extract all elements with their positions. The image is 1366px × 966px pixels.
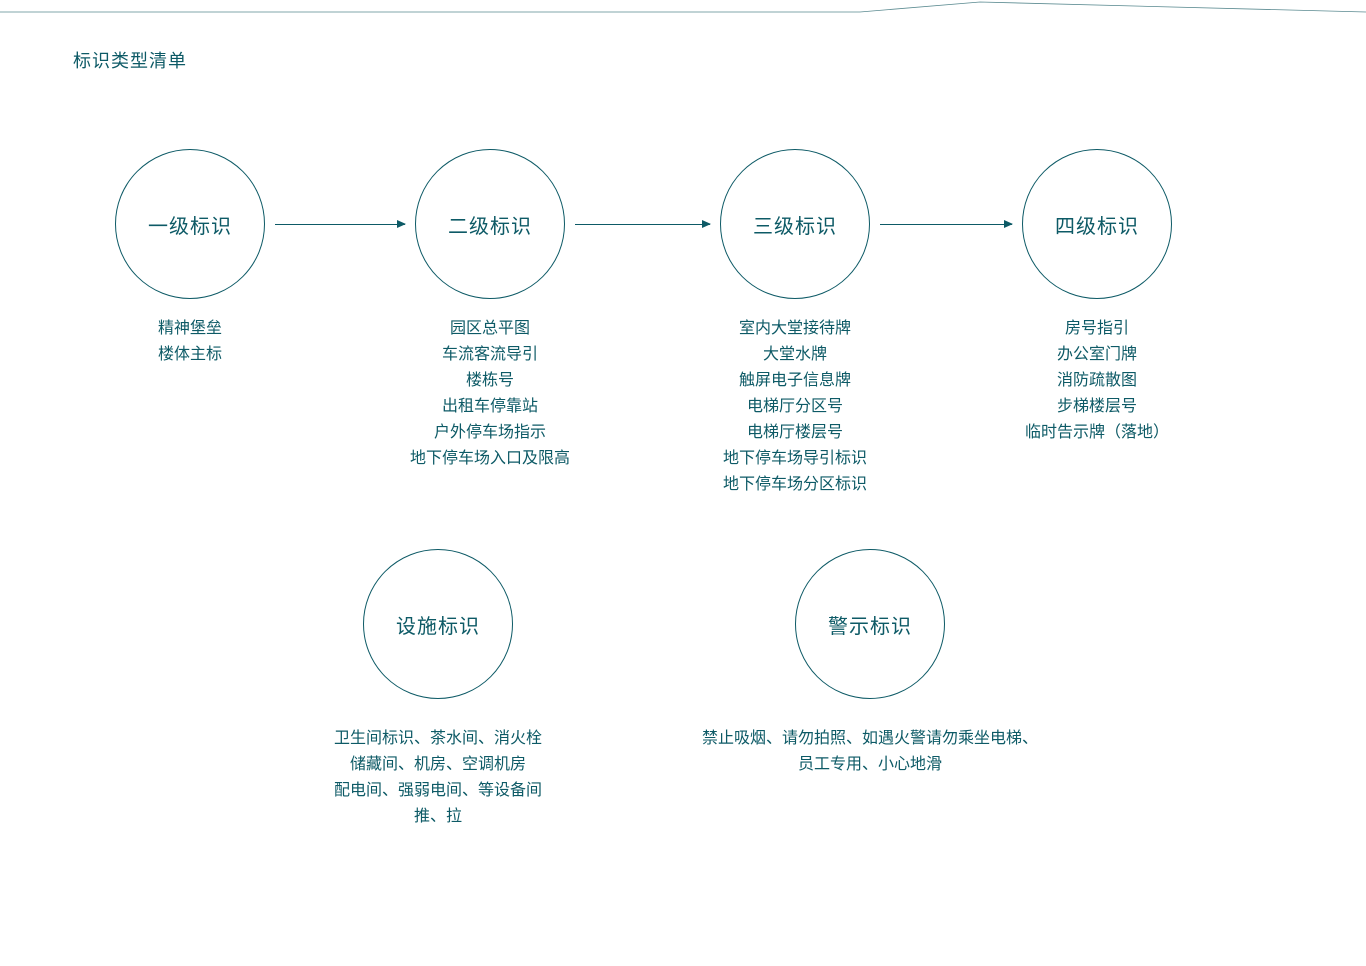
list-item: 户外停车场指示 [360,420,620,446]
node-label-level4: 四级标识 [1055,210,1139,239]
arrow-row1-0 [275,224,405,225]
list-item: 大堂水牌 [665,342,925,368]
list-item: 卫生间标识、茶水间、消火栓 [278,726,598,752]
list-item: 配电间、强弱电间、等设备间 [278,778,598,804]
node-level2: 二级标识 [415,149,565,299]
node-level1: 一级标识 [115,149,265,299]
list-item: 楼体主标 [90,342,290,368]
list-item: 地下停车场入口及限高 [360,446,620,472]
item-list-level3: 室内大堂接待牌大堂水牌触屏电子信息牌电梯厅分区号电梯厅楼层号地下停车场导引标识地… [665,316,925,498]
node-label-level1: 一级标识 [148,210,232,239]
list-item: 精神堡垒 [90,316,290,342]
item-list-level2: 园区总平图车流客流导引楼栋号出租车停靠站户外停车场指示地下停车场入口及限高 [360,316,620,472]
node-label-facility: 设施标识 [396,610,480,639]
node-label-level3: 三级标识 [753,210,837,239]
node-label-level2: 二级标识 [448,210,532,239]
list-item: 储藏间、机房、空调机房 [278,752,598,778]
arrow-row1-2 [880,224,1012,225]
list-item: 消防疏散图 [947,368,1247,394]
node-warning: 警示标识 [795,549,945,699]
page-title: 标识类型清单 [73,47,187,73]
list-item: 临时告示牌（落地） [947,420,1247,446]
node-facility: 设施标识 [363,549,513,699]
list-item: 室内大堂接待牌 [665,316,925,342]
list-item: 办公室门牌 [947,342,1247,368]
list-item: 楼栋号 [360,368,620,394]
list-item: 触屏电子信息牌 [665,368,925,394]
list-item: 园区总平图 [360,316,620,342]
node-level3: 三级标识 [720,149,870,299]
item-list-level4: 房号指引办公室门牌消防疏散图步梯楼层号临时告示牌（落地） [947,316,1247,446]
item-list-level1: 精神堡垒楼体主标 [90,316,290,368]
item-list-warning: 禁止吸烟、请勿拍照、如遇火警请勿乘坐电梯、员工专用、小心地滑 [630,726,1110,778]
decorative-top-line [0,0,1366,20]
list-item: 步梯楼层号 [947,394,1247,420]
item-list-facility: 卫生间标识、茶水间、消火栓储藏间、机房、空调机房配电间、强弱电间、等设备间推、拉 [278,726,598,830]
list-item: 出租车停靠站 [360,394,620,420]
arrow-row1-1 [575,224,710,225]
list-item: 电梯厅分区号 [665,394,925,420]
list-item: 禁止吸烟、请勿拍照、如遇火警请勿乘坐电梯、 [630,726,1110,752]
list-item: 车流客流导引 [360,342,620,368]
list-item: 推、拉 [278,804,598,830]
list-item: 电梯厅楼层号 [665,420,925,446]
list-item: 房号指引 [947,316,1247,342]
list-item: 地下停车场分区标识 [665,472,925,498]
node-label-warning: 警示标识 [828,610,912,639]
list-item: 地下停车场导引标识 [665,446,925,472]
node-level4: 四级标识 [1022,149,1172,299]
list-item: 员工专用、小心地滑 [630,752,1110,778]
